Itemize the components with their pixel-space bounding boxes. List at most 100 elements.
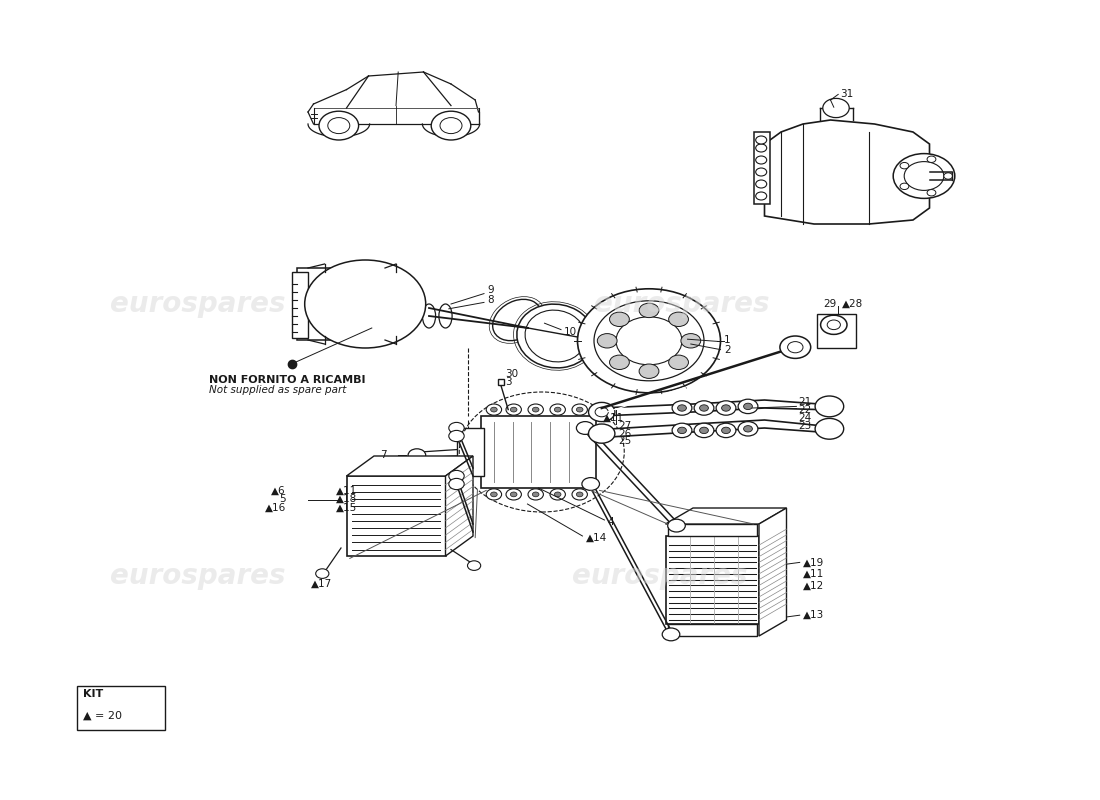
Text: 26: 26 [618,429,631,438]
Ellipse shape [525,310,586,362]
Text: 30: 30 [505,370,518,379]
Polygon shape [446,456,473,556]
Circle shape [700,405,708,411]
Circle shape [904,162,944,190]
Circle shape [609,312,629,326]
Text: 27: 27 [618,422,631,431]
Circle shape [815,418,844,439]
Circle shape [722,427,730,434]
Circle shape [681,334,701,348]
Bar [666,536,759,624]
Circle shape [316,268,415,340]
Circle shape [550,489,565,500]
Circle shape [756,180,767,188]
Circle shape [554,407,561,412]
Circle shape [449,430,464,442]
Circle shape [395,314,408,324]
Circle shape [756,156,767,164]
Circle shape [550,404,565,415]
Circle shape [576,422,594,434]
Text: ▲11: ▲11 [803,569,824,579]
Circle shape [359,269,372,278]
Text: 24: 24 [799,414,812,423]
Circle shape [744,403,752,410]
Circle shape [322,314,335,324]
Text: ▲11: ▲11 [336,486,356,495]
Text: eurospares: eurospares [572,562,748,590]
Circle shape [576,407,583,412]
Circle shape [700,427,708,434]
Circle shape [408,449,426,462]
Circle shape [572,489,587,500]
Text: 5: 5 [279,494,286,504]
Circle shape [528,489,543,500]
Circle shape [528,404,543,415]
Circle shape [927,190,936,196]
Circle shape [506,489,521,500]
Text: ▲16: ▲16 [265,503,286,513]
Circle shape [449,422,464,434]
Ellipse shape [493,299,541,341]
Text: ▲19: ▲19 [803,558,824,567]
Text: ▲18: ▲18 [336,494,356,504]
Circle shape [609,355,629,370]
Text: ▲13: ▲13 [803,610,824,620]
Circle shape [756,144,767,152]
Text: 29: 29 [823,299,836,309]
Text: ▲ = 20: ▲ = 20 [82,710,121,720]
Circle shape [486,404,502,415]
Circle shape [639,364,659,378]
Text: ▲28: ▲28 [842,299,862,309]
Circle shape [532,407,539,412]
Circle shape [639,303,659,318]
Text: ▲14: ▲14 [585,533,607,542]
Text: 4: 4 [607,517,615,526]
Text: eurospares: eurospares [110,562,286,590]
Ellipse shape [517,304,594,368]
Bar [668,624,757,636]
Bar [346,476,446,556]
Circle shape [594,301,704,381]
Text: 1: 1 [724,335,730,345]
Circle shape [669,312,689,326]
Circle shape [322,284,335,294]
Circle shape [744,426,752,432]
Circle shape [823,98,849,118]
Circle shape [588,424,615,443]
Circle shape [756,168,767,176]
Circle shape [780,336,811,358]
Text: eurospares: eurospares [594,290,770,318]
Polygon shape [759,508,786,636]
Polygon shape [764,120,930,224]
Circle shape [694,401,714,415]
Circle shape [716,401,736,415]
Circle shape [486,489,502,500]
Text: 23: 23 [799,422,812,431]
Circle shape [316,569,329,578]
Circle shape [821,315,847,334]
Polygon shape [600,420,832,438]
Bar [817,314,856,348]
Circle shape [668,519,685,532]
Text: Not supplied as spare part: Not supplied as spare part [209,385,346,394]
Circle shape [788,342,803,353]
Text: ▲17: ▲17 [311,579,332,589]
Circle shape [440,118,462,134]
Text: 21: 21 [799,398,812,407]
Bar [668,524,757,536]
Circle shape [662,628,680,641]
Text: ▲12: ▲12 [803,580,824,590]
Circle shape [616,317,682,365]
Circle shape [572,404,587,415]
Circle shape [756,192,767,200]
Circle shape [491,492,497,497]
Circle shape [305,260,426,348]
Text: 25: 25 [618,436,631,446]
Circle shape [738,422,758,436]
Circle shape [319,111,359,140]
Text: ▲15: ▲15 [336,503,356,513]
Text: 8: 8 [487,295,494,305]
Circle shape [900,183,909,190]
Ellipse shape [439,304,452,328]
Ellipse shape [422,304,436,328]
